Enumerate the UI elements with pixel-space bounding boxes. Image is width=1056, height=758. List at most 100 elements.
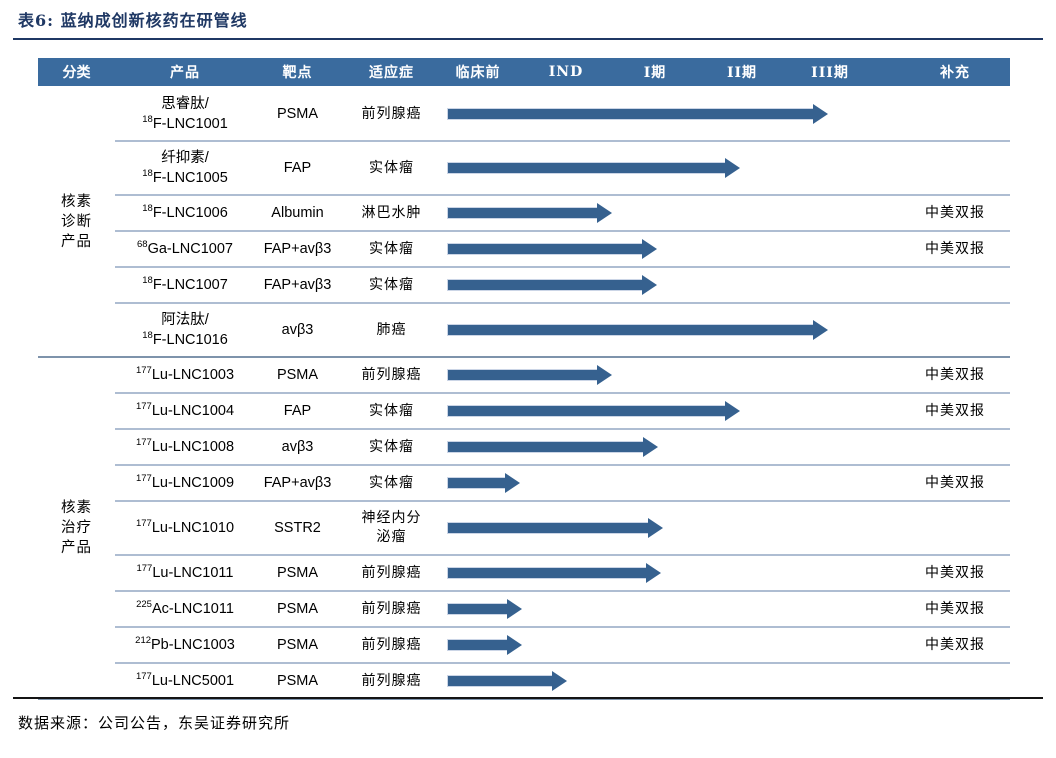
phase-track xyxy=(443,142,900,194)
phase-track xyxy=(443,628,900,662)
supplement-note: 中美双报 xyxy=(925,564,985,581)
footer-divider xyxy=(13,697,1043,699)
arrow-head-icon xyxy=(597,203,612,223)
phase-track xyxy=(443,268,900,302)
phase-header-label: IND xyxy=(548,64,584,80)
header-product: 产品 xyxy=(170,65,200,81)
table-title: 表6: 蓝纳成创新核药在研管线 xyxy=(18,11,248,30)
phase-progress-arrow xyxy=(448,275,657,295)
pipeline-row: 18F-LNC1006 Albumin 淋巴水肿 中美双报 xyxy=(115,194,1010,230)
arrow-head-icon xyxy=(597,365,612,385)
product-name: 177Lu-LNC1003 xyxy=(135,365,235,383)
target-value: avβ3 xyxy=(281,438,314,455)
phase-track xyxy=(443,664,900,698)
arrow-head-icon xyxy=(725,158,740,178)
product-name: 177Lu-LNC1011 xyxy=(136,563,234,581)
product-name: 18F-LNC1007 xyxy=(142,275,228,293)
product-name: 177Lu-LNC1009 xyxy=(135,473,235,491)
product-name: 177Lu-LNC5001 xyxy=(135,671,235,689)
product-name: 177Lu-LNC1010 xyxy=(135,518,235,536)
product-name: 212Pb-LNC1003 xyxy=(135,635,235,653)
product-name: 阿法肽/18F-LNC1016 xyxy=(142,312,228,348)
arrow-head-icon xyxy=(642,275,657,295)
pipeline-row: 212Pb-LNC1003 PSMA 前列腺癌 中美双报 xyxy=(115,626,1010,662)
pipeline-row: 177Lu-LNC1004 FAP 实体瘤 中美双报 xyxy=(115,392,1010,428)
indication-value: 实体瘤 xyxy=(369,240,414,257)
indication-value: 前列腺癌 xyxy=(361,366,422,383)
pipeline-row: 纤抑素/18F-LNC1005 FAP 实体瘤 xyxy=(115,140,1010,194)
phase-track xyxy=(443,304,900,356)
supplement-note: 中美双报 xyxy=(925,636,985,653)
pipeline-row: 177Lu-LNC1003 PSMA 前列腺癌 中美双报 xyxy=(115,358,1010,392)
phase-track xyxy=(443,394,900,428)
phase-header-label: 临床前 xyxy=(455,65,501,81)
category-label: 核素 诊断 产品 xyxy=(61,194,92,250)
target-value: FAP+avβ3 xyxy=(263,240,332,257)
product-name: 68Ga-LNC1007 xyxy=(136,239,233,257)
phase-track xyxy=(443,196,900,230)
supplement-note: 中美双报 xyxy=(925,366,985,383)
table-body: 核素 诊断 产品 思睿肽/18F-LNC1001 PSMA 前列腺癌 纤抑素/18F-LNC… xyxy=(38,88,1010,698)
indication-value: 实体瘤 xyxy=(369,474,414,491)
arrow-head-icon xyxy=(552,671,567,691)
phase-progress-arrow xyxy=(448,437,658,457)
phase-progress-arrow xyxy=(448,671,567,691)
target-value: Albumin xyxy=(271,204,324,221)
phase-track xyxy=(443,430,900,464)
pipeline-row: 225Ac-LNC1011 PSMA 前列腺癌 中美双报 xyxy=(115,590,1010,626)
supplement-note: 中美双报 xyxy=(925,240,985,257)
target-value: PSMA xyxy=(276,105,319,122)
indication-value: 前列腺癌 xyxy=(361,564,422,581)
supplement-note: 中美双报 xyxy=(925,600,985,617)
pipeline-row: 177Lu-LNC1010 SSTR2 神经内分 泌瘤 xyxy=(115,500,1010,554)
supplement-note: 中美双报 xyxy=(925,474,985,491)
phase-track xyxy=(443,88,900,140)
product-name: 225Ac-LNC1011 xyxy=(136,599,234,617)
pipeline-row: 177Lu-LNC1009 FAP+avβ3 实体瘤 中美双报 xyxy=(115,464,1010,500)
header-category: 分类 xyxy=(62,65,91,81)
indication-value: 前列腺癌 xyxy=(361,672,422,689)
product-name: 177Lu-LNC1004 xyxy=(135,401,235,419)
phase-track xyxy=(443,556,900,590)
indication-value: 肺癌 xyxy=(376,321,407,338)
arrow-head-icon xyxy=(507,599,522,619)
header-supplement: 补充 xyxy=(940,65,970,81)
arrow-head-icon xyxy=(643,437,658,457)
supplement-note: 中美双报 xyxy=(925,204,985,221)
target-value: PSMA xyxy=(276,600,319,617)
phase-header-label: I期 xyxy=(643,65,667,81)
target-value: PSMA xyxy=(276,636,319,653)
phase-track xyxy=(443,502,900,554)
phase-header-label: II期 xyxy=(726,65,758,81)
header-indication: 适应症 xyxy=(369,65,414,81)
data-source-note: 数据来源：公司公告，东吴证券研究所 xyxy=(18,714,291,732)
product-name: 177Lu-LNC1008 xyxy=(135,437,235,455)
pipeline-table: 分类 产品 靶点 适应症 临床前 IND I期 II期 III期 补充 核素 诊断 产品 思睿… xyxy=(38,58,1010,700)
phase-track xyxy=(443,592,900,626)
target-value: FAP+avβ3 xyxy=(263,276,332,293)
phase-track xyxy=(443,466,900,500)
arrow-head-icon xyxy=(813,104,828,124)
target-value: PSMA xyxy=(276,366,319,383)
target-value: PSMA xyxy=(276,672,319,689)
phase-progress-arrow xyxy=(448,518,663,538)
phase-progress-arrow xyxy=(448,239,657,259)
phase-progress-arrow xyxy=(448,401,740,421)
phase-header-label: III期 xyxy=(811,65,849,81)
header-target: 靶点 xyxy=(282,65,313,81)
arrow-head-icon xyxy=(725,401,740,421)
supplement-note: 中美双报 xyxy=(925,402,985,419)
indication-value: 实体瘤 xyxy=(369,276,414,293)
phase-progress-arrow xyxy=(448,104,828,124)
arrow-head-icon xyxy=(505,473,520,493)
product-name: 思睿肽/18F-LNC1001 xyxy=(142,96,228,132)
indication-value: 实体瘤 xyxy=(369,159,414,176)
target-value: PSMA xyxy=(276,564,319,581)
phase-track xyxy=(443,358,900,392)
indication-value: 实体瘤 xyxy=(369,438,414,455)
pipeline-row: 思睿肽/18F-LNC1001 PSMA 前列腺癌 xyxy=(115,88,1010,140)
phase-progress-arrow xyxy=(448,320,828,340)
target-value: SSTR2 xyxy=(274,519,321,536)
pipeline-row: 177Lu-LNC5001 PSMA 前列腺癌 xyxy=(115,662,1010,698)
